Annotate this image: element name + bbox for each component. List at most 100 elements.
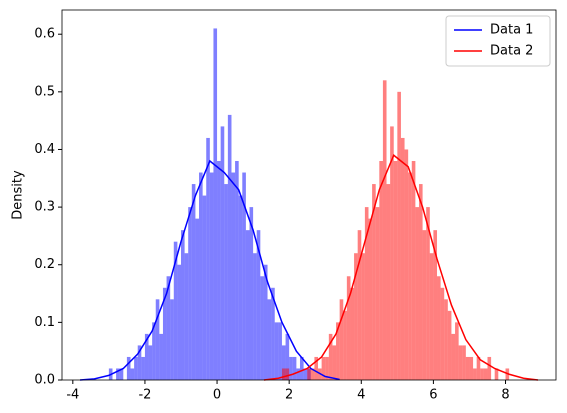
histogram-bar: [400, 137, 405, 380]
histogram-bar: [350, 287, 355, 380]
histogram-bar: [263, 264, 268, 380]
histogram-bar: [281, 345, 286, 380]
histogram-bar: [217, 160, 221, 380]
histogram-bar: [224, 184, 228, 380]
histogram-bar: [314, 356, 319, 380]
histogram-bar: [126, 356, 131, 380]
histogram-bar: [299, 356, 304, 380]
histogram-bar: [152, 322, 156, 380]
histogram-bar: [321, 356, 326, 380]
histogram-bar: [390, 126, 394, 380]
y-tick-label: 0.3: [34, 200, 55, 215]
histogram-bar: [328, 333, 333, 380]
histogram-bar: [195, 218, 200, 380]
histogram-bar: [483, 368, 488, 380]
legend-box: [445, 15, 551, 67]
y-tick-label: 0.4: [34, 142, 55, 157]
histogram-bar: [227, 114, 232, 381]
histogram-bar: [408, 172, 412, 380]
histogram-bar: [238, 195, 243, 380]
histogram-bar: [336, 322, 340, 380]
histogram-bar: [469, 356, 474, 380]
histogram-bar: [281, 368, 286, 380]
histogram-bar: [141, 356, 145, 380]
histogram-bar: [296, 368, 300, 380]
histogram-bar: [354, 253, 358, 380]
histogram-bar: [462, 345, 466, 380]
histogram-bar: [274, 322, 279, 380]
histogram-bar: [202, 195, 207, 380]
histogram-bar: [494, 368, 499, 380]
histogram-bar: [437, 276, 441, 380]
histogram-bar: [418, 184, 423, 380]
histogram-bar: [310, 368, 315, 380]
histogram-bar: [415, 207, 419, 380]
histogram-bar: [170, 299, 174, 380]
histogram-bar: [368, 218, 373, 380]
histogram-bar: [213, 28, 218, 380]
histogram-bar: [253, 253, 257, 380]
histogram-bar: [289, 356, 293, 380]
x-tick-label: 8: [501, 388, 509, 403]
histogram-bar: [476, 356, 481, 380]
histogram-bar: [116, 368, 120, 380]
histogram-bar: [465, 356, 470, 380]
x-tick-label: 2: [285, 388, 293, 403]
histogram-bar: [393, 160, 398, 380]
histogram-bar: [199, 172, 203, 380]
histogram-bar: [245, 230, 250, 380]
histogram-bar: [433, 230, 438, 380]
legend-label: Data 2: [490, 44, 533, 59]
histogram-bar: [285, 368, 290, 380]
histogram-bar: [292, 356, 297, 380]
histogram-bar: [458, 345, 463, 380]
histogram-bar: [473, 368, 477, 380]
histogram-bar: [166, 276, 171, 380]
histogram-bar: [487, 356, 492, 380]
y-tick-label: 0.0: [34, 373, 55, 388]
histogram-bar: [411, 160, 416, 380]
histogram-bar: [343, 310, 347, 380]
histogram-bar: [206, 137, 210, 380]
histogram-bar: [242, 172, 246, 380]
y-tick-label: 0.6: [34, 27, 55, 42]
histogram-bar: [184, 253, 189, 380]
histogram-bar: [137, 345, 142, 380]
histogram-bar: [480, 368, 484, 380]
histogram-bar: [191, 184, 196, 380]
histogram-bar: [162, 287, 167, 380]
histogram-bar: [271, 287, 275, 380]
histogram-bar: [386, 184, 391, 380]
histogram-bar: [159, 333, 163, 380]
histogram-bar: [148, 345, 153, 380]
y-tick-label: 0.1: [34, 315, 55, 330]
plot-frame: [61, 9, 557, 381]
histogram-bar: [173, 241, 178, 380]
histogram-bar: [455, 322, 459, 380]
x-tick-label: -4: [66, 388, 79, 403]
histogram-bar: [447, 310, 452, 380]
histogram-bar: [119, 368, 124, 380]
histogram-bar: [426, 207, 430, 380]
histogram-bar: [260, 276, 264, 380]
histogram-bar: [177, 264, 181, 380]
y-axis-label: Density: [11, 170, 26, 220]
histogram-bar: [307, 368, 311, 380]
histogram-bar: [235, 160, 239, 380]
histogram-bar: [361, 253, 365, 380]
histogram-bar: [303, 368, 308, 380]
histogram-bar: [231, 172, 236, 380]
x-tick-label: 4: [357, 388, 365, 403]
histogram-bar: [339, 299, 344, 380]
histogram-bar: [278, 322, 282, 380]
histogram-bar: [440, 287, 445, 380]
histogram-bar: [382, 80, 387, 380]
histogram-bar: [429, 253, 434, 380]
histogram-bar: [357, 230, 362, 380]
histogram-bar: [379, 160, 383, 380]
histogram-bar: [346, 276, 351, 380]
histogram-bar: [155, 299, 160, 380]
histogram-bar: [134, 356, 138, 380]
legend-label: Data 1: [490, 23, 533, 38]
